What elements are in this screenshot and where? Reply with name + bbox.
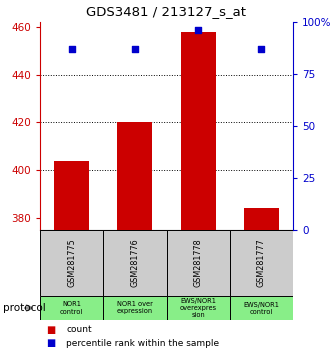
Text: count: count	[66, 325, 92, 335]
Point	[259, 46, 264, 52]
FancyBboxPatch shape	[40, 230, 103, 296]
Text: GSM281776: GSM281776	[130, 239, 139, 287]
FancyBboxPatch shape	[167, 230, 230, 296]
Point	[132, 46, 138, 52]
Text: protocol: protocol	[3, 303, 46, 313]
Bar	[181, 32, 215, 230]
Text: EWS/NOR1
control: EWS/NOR1 control	[244, 302, 279, 314]
Bar	[244, 209, 279, 230]
FancyBboxPatch shape	[103, 230, 167, 296]
FancyBboxPatch shape	[230, 230, 293, 296]
Text: ■: ■	[47, 325, 56, 335]
FancyBboxPatch shape	[40, 296, 103, 320]
FancyBboxPatch shape	[167, 296, 230, 320]
Text: EWS/NOR1
overexpres
sion: EWS/NOR1 overexpres sion	[180, 298, 217, 318]
Title: GDS3481 / 213127_s_at: GDS3481 / 213127_s_at	[86, 5, 247, 18]
Bar	[54, 161, 89, 230]
Text: GSM281775: GSM281775	[67, 239, 76, 287]
Text: NOR1
control: NOR1 control	[60, 302, 83, 314]
Text: NOR1 over
expression: NOR1 over expression	[117, 302, 153, 314]
Text: percentile rank within the sample: percentile rank within the sample	[66, 338, 219, 348]
FancyBboxPatch shape	[103, 296, 167, 320]
Text: ■: ■	[47, 338, 56, 348]
Text: GSM281778: GSM281778	[194, 239, 203, 287]
FancyBboxPatch shape	[230, 296, 293, 320]
Point	[69, 46, 74, 52]
Point	[195, 28, 201, 33]
Bar	[117, 122, 152, 230]
Text: GSM281777: GSM281777	[257, 239, 266, 287]
